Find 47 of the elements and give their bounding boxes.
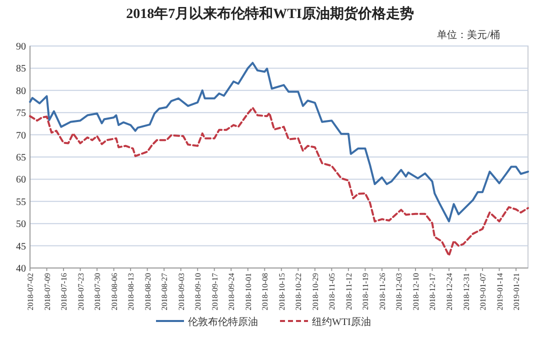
x-tick-label: 2018-07-30 [93, 273, 102, 310]
x-tick-label: 2018-12-17 [428, 273, 438, 310]
y-tick-label: 65 [16, 152, 26, 164]
x-tick-label: 2018-11-19 [361, 273, 370, 310]
x-tick-label: 2018-09-17 [210, 273, 220, 310]
x-tick-label: 2018-09-03 [176, 273, 186, 310]
legend-label: 伦敦布伦特原油 [188, 316, 258, 328]
x-tick-label: 2019-01-21 [512, 273, 522, 310]
legend-label: 纽约WTI原油 [312, 316, 371, 328]
y-tick-label: 50 [16, 219, 26, 230]
line-series [29, 62, 529, 222]
x-tick-label: 2018-11-26 [378, 273, 387, 310]
x-tick-label: 2018-07-16 [60, 273, 69, 310]
x-tick-label: 2018-11-12 [344, 273, 354, 310]
y-tick-label: 60 [16, 174, 26, 186]
x-tick-label: 2018-08-13 [126, 273, 136, 310]
x-tick-label: 2018-08-27 [160, 273, 170, 310]
y-tick-label: 40 [16, 264, 26, 274]
x-tick-label: 2018-08-20 [143, 273, 152, 310]
text: 单位：美元/桶 [437, 29, 500, 41]
x-tick-label: 2018-08-06 [110, 273, 119, 310]
x-tick-label: 2018-10-01 [244, 273, 253, 310]
x-tick-label: 2018-12-03 [394, 273, 404, 310]
x-tick-label: 2018-10-15 [277, 273, 286, 310]
x-tick-label: 2018-12-24 [444, 273, 454, 310]
y-tick-label: 75 [16, 108, 26, 120]
x-tick-label: 2018-09-24 [227, 273, 236, 310]
x-tick-label: 2018-12-10 [411, 273, 420, 310]
x-tick-label: 2018-09-10 [194, 273, 203, 310]
y-tick-label: 80 [16, 86, 26, 97]
x-tick-label: 2018-07-02 [26, 273, 35, 310]
y-tick-label: 45 [16, 241, 26, 252]
x-tick-label: 2018-10-22 [294, 273, 304, 310]
x-tick-label: 2018-10-08 [260, 273, 270, 310]
y-tick-label: 85 [16, 64, 26, 75]
x-tick-label: 2018-07-23 [76, 273, 86, 310]
x-tick-label: 2018-07-09 [42, 273, 52, 310]
x-tick-label: 2019-01-14 [495, 273, 504, 310]
y-tick-label: 90 [16, 42, 26, 52]
line-series [29, 106, 529, 257]
x-tick-label: 2018-11-05 [328, 273, 337, 310]
x-tick-label: 2018-10-29 [310, 273, 320, 310]
y-tick-label: 55 [16, 196, 26, 208]
x-tick-label: 2018-12-31 [462, 273, 471, 310]
chart-title: 2018年7月以来布伦特和WTI原油期货价格走势 [126, 6, 414, 22]
x-tick-label: 2019-01-07 [478, 273, 488, 310]
y-tick-label: 70 [16, 130, 26, 142]
